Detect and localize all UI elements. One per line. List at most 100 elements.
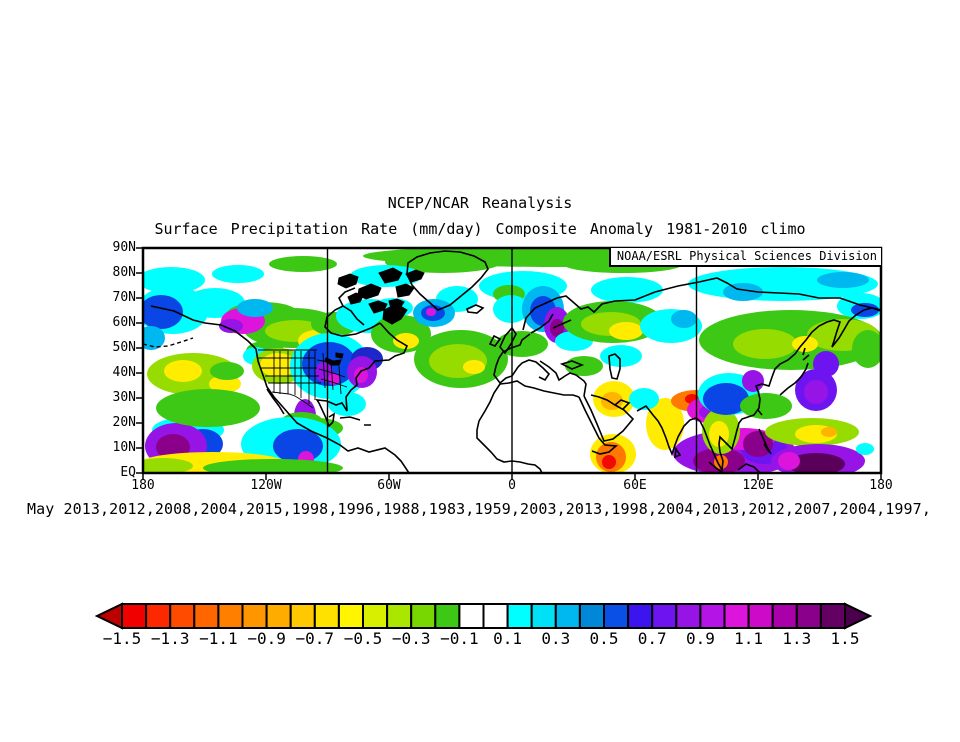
anomaly-blob: [260, 353, 296, 377]
coastline: [150, 305, 410, 473]
island-chain: [143, 337, 194, 348]
coastline: [406, 250, 489, 311]
colorbar-cell: [651, 603, 678, 629]
coastline: [266, 388, 285, 415]
anomaly-blob: [143, 267, 205, 293]
colorbar-cell: [386, 603, 413, 629]
lon-axis-label: 180: [869, 478, 893, 493]
anomaly-blob: [602, 455, 616, 469]
arctic-island: [405, 269, 425, 283]
colorbar-label: 0.5: [589, 629, 619, 648]
lat-axis-label: 80N: [112, 265, 136, 280]
lat-axis-label: 20N: [112, 415, 136, 430]
colorbar-label: −0.3: [391, 629, 431, 648]
colorbar-cell: [337, 603, 364, 629]
anomaly-blob: [156, 389, 260, 427]
anomaly-blob: [646, 398, 684, 450]
anomaly-map: [136, 246, 883, 480]
anomaly-blob: [821, 427, 837, 437]
anomaly-blob: [237, 299, 273, 317]
arctic-island: [347, 292, 364, 305]
colorbar-cell: [217, 603, 244, 629]
colorbar-label: −1.1: [199, 629, 238, 648]
anomaly-blob: [852, 330, 881, 368]
state-border: [320, 378, 348, 388]
colorbar-cell: [795, 603, 822, 629]
colorbar-label: −0.7: [295, 629, 335, 648]
colorbar-cell: [458, 603, 485, 629]
colorbar-cell: [675, 603, 702, 629]
colorbar-cell: [434, 603, 461, 629]
lat-axis-label: 30N: [112, 390, 136, 405]
colorbar: [85, 602, 885, 632]
colorbar-cell: [482, 603, 509, 629]
colorbar-cell: [530, 603, 557, 629]
lat-axis-label: 90N: [112, 240, 136, 255]
arctic-island: [378, 267, 403, 284]
coastline: [708, 461, 761, 473]
colorbar-cell: [313, 603, 340, 629]
lat-axis-label: 10N: [112, 440, 136, 455]
coastline: [328, 412, 335, 423]
arctic-island: [337, 273, 359, 289]
colorbar-cell: [193, 603, 220, 629]
page-title: NCEP/NCAR Reanalysis: [387, 194, 573, 212]
coastline: [779, 347, 810, 396]
coastline: [636, 307, 881, 473]
arctic-island: [368, 300, 388, 314]
colorbar-label: −0.5: [343, 629, 383, 648]
lat-axis-label: 70N: [112, 290, 136, 305]
colorbar-cell: [410, 603, 437, 629]
anomaly-blob: [143, 458, 193, 473]
anomaly-blob: [385, 251, 501, 273]
lat-axis-label: 60N: [112, 315, 136, 330]
anomaly-blob: [742, 370, 764, 392]
colorbar-over-arrow: [844, 602, 873, 630]
anomaly-blob: [393, 333, 419, 349]
anomaly-blob: [787, 453, 845, 473]
arctic-island: [335, 352, 344, 359]
colorbar-label: 0.9: [685, 629, 715, 648]
colorbar-label: 0.3: [541, 629, 571, 648]
anomaly-blob: [740, 393, 792, 419]
coastline: [493, 333, 587, 397]
anomaly-blob: [219, 319, 243, 333]
anomaly-blob: [493, 295, 529, 323]
arctic-island: [395, 283, 415, 298]
coastline: [339, 416, 371, 426]
anomaly-blob: [591, 277, 663, 303]
coastline: [315, 322, 409, 428]
coastline: [614, 399, 631, 410]
colorbar-cell: [723, 603, 750, 629]
anomaly-blob: [743, 431, 773, 457]
colorbar-label: 0.7: [637, 629, 667, 648]
lon-axis-label: 60E: [623, 478, 647, 493]
lon-axis-label: 180: [131, 478, 155, 493]
colorbar-cell: [241, 603, 268, 629]
anomaly-blob: [671, 310, 697, 328]
state-border: [330, 359, 334, 391]
anomaly-blob: [817, 272, 869, 288]
anomaly-blob: [463, 360, 485, 374]
anomaly-blob: [600, 345, 642, 367]
anomaly-blob: [354, 367, 368, 383]
coastline: [583, 394, 635, 442]
anomaly-blob: [714, 455, 728, 469]
anomaly-blob: [143, 295, 183, 329]
anomaly-blob: [550, 319, 564, 337]
lat-axis-label: 50N: [112, 340, 136, 355]
colorbar-label: 0.1: [493, 629, 523, 648]
colorbar-cell: [169, 603, 196, 629]
colorbar-cell: [121, 603, 148, 629]
coastline: [499, 380, 580, 398]
anomaly-blob: [269, 256, 337, 272]
anomaly-blob: [856, 443, 874, 455]
composite-years-caption: May 2013,2012,2008,2004,2015,1998,1996,1…: [27, 500, 931, 518]
colorbar-label: 1.3: [782, 629, 812, 648]
arctic-island: [382, 303, 408, 325]
anomaly-blob: [778, 452, 800, 470]
attribution-label: NOAA/ESRL Physical Sciences Division: [608, 248, 881, 267]
colorbar-cell: [603, 603, 630, 629]
lat-axis-label: 40N: [112, 365, 136, 380]
anomaly-blob: [203, 459, 343, 473]
